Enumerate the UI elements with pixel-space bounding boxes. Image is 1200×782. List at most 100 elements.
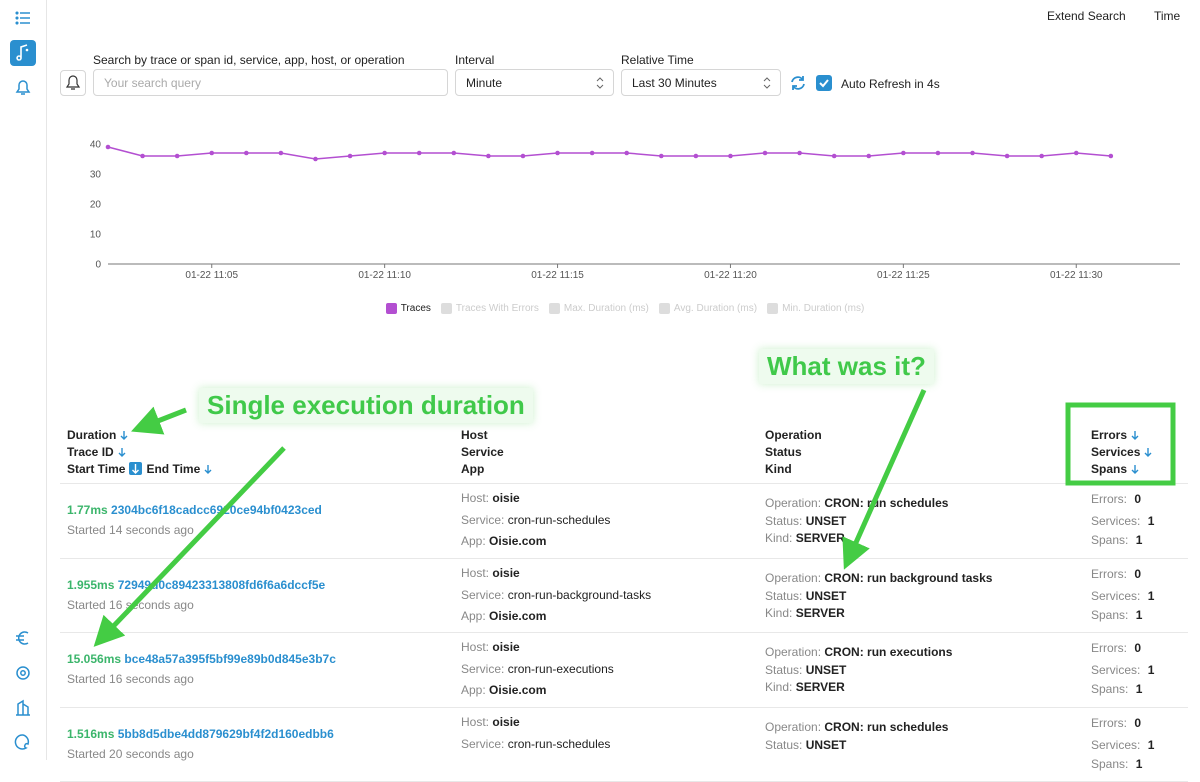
refresh-button[interactable] [789, 74, 807, 92]
data-point [105, 144, 111, 150]
header-trace-id[interactable]: Trace ID [67, 445, 114, 459]
traces-icon[interactable] [10, 40, 36, 66]
y-tick-label: 30 [90, 170, 102, 181]
header-errors[interactable]: Errors [1091, 428, 1128, 442]
legend-label: Avg. Duration (ms) [673, 303, 758, 314]
data-point [174, 153, 180, 159]
header-duration[interactable]: Duration [67, 428, 117, 442]
interval-select[interactable]: Minute [455, 69, 614, 96]
x-tick-label: 01-22 11:15 [531, 270, 584, 281]
status-field: Status: UNSET [765, 589, 846, 603]
field-value: 0 [1134, 492, 1142, 506]
field-value: CRON: run schedules [824, 719, 949, 734]
legend-item[interactable]: Traces [385, 303, 431, 314]
relative-time-label: Relative Time [621, 53, 694, 67]
field-label: Status: [765, 737, 803, 752]
trace-link[interactable]: 1.77ms 2304bc6f18cadcc6920ce94bf0423ced [67, 503, 322, 517]
errors-field: Errors: 0 [1091, 567, 1141, 581]
field-label: Kind: [765, 605, 793, 620]
data-point [935, 150, 941, 156]
field-label: Operation: [765, 496, 822, 510]
field-label: Errors: [1091, 715, 1127, 730]
header-service: Service [461, 445, 504, 459]
settings-icon[interactable] [16, 666, 30, 680]
field-label: Operation: [765, 570, 822, 585]
field-label: Services: [1091, 663, 1141, 678]
trace-id: 72949d0c89423313808fd6f6a6dccf5e [117, 577, 326, 592]
header-status: Status [765, 445, 802, 459]
interval-label: Interval [455, 53, 495, 67]
header-spans[interactable]: Spans [1091, 462, 1128, 476]
search-label: Search by trace or span id, service, app… [93, 53, 405, 67]
start-time: Started 14 seconds ago [67, 523, 194, 537]
legend-item[interactable]: Min. Duration (ms) [767, 303, 864, 314]
trace-link[interactable]: 1.516ms 5bb8d5dbe4dd879629bf4f2d160edbb6 [67, 727, 334, 741]
field-label: Operation: [765, 645, 822, 660]
field-value: CRON: run schedules [824, 496, 949, 510]
trace-id: 2304bc6f18cadcc6920ce94bf0423ced [111, 503, 322, 517]
theme-icon[interactable] [14, 734, 30, 750]
x-tick-label: 01-22 11:20 [704, 270, 757, 281]
field-label: Services: [1091, 737, 1141, 752]
start-time: Started 20 seconds ago [67, 746, 194, 761]
arrow [842, 388, 927, 570]
app-field: App: Oisie.com [461, 609, 546, 623]
trace-link[interactable]: 15.056ms bce48a57a395f5bf99e89b0d845e3b7… [67, 652, 336, 666]
errors-field: Errors: 0 [1091, 716, 1141, 730]
legend-label: Max. Duration (ms) [563, 303, 649, 314]
header-col-4: Errors Services Spans [1091, 427, 1153, 478]
data-point [589, 150, 595, 156]
row-divider [60, 706, 1188, 708]
duration: 1.516ms [67, 726, 115, 741]
search-input[interactable]: Your search query [93, 69, 448, 96]
host-field: Host: oisie [461, 491, 520, 505]
x-tick-label: 01-22 11:10 [358, 270, 411, 281]
auto-refresh-checkbox[interactable] [816, 75, 832, 91]
header-end-time[interactable]: End Time [146, 462, 201, 476]
relative-time-select[interactable]: Last 30 Minutes [621, 69, 781, 96]
spans-field: Spans: 1 [1091, 682, 1142, 696]
field-label: Service: [461, 513, 505, 527]
time-button[interactable]: Time [1154, 9, 1181, 23]
header-services[interactable]: Services [1091, 445, 1141, 459]
header-kind: Kind [765, 462, 792, 476]
field-value: 1 [1135, 682, 1143, 697]
checkbox-check [819, 79, 829, 88]
data-point [209, 150, 215, 156]
org-icon[interactable] [16, 699, 30, 716]
auto-refresh-label: Auto Refresh in 4s [841, 77, 940, 91]
alerts-icon[interactable] [15, 80, 31, 95]
legend-item[interactable]: Traces With Errors [440, 303, 539, 314]
field-label: App: [461, 683, 486, 698]
start-time: Started 16 seconds ago [67, 597, 194, 612]
services-field: Services: 1 [1091, 514, 1154, 528]
field-value: CRON: run background tasks [824, 570, 993, 585]
menu-icon[interactable] [15, 11, 30, 25]
y-tick-label: 0 [95, 260, 101, 271]
host-field: Host: oisie [461, 640, 520, 654]
alert-button[interactable] [60, 70, 86, 96]
data-point [555, 150, 560, 156]
data-point [866, 153, 872, 159]
data-point [347, 153, 353, 159]
legend-item[interactable]: Avg. Duration (ms) [658, 303, 758, 314]
field-value: 0 [1134, 566, 1142, 581]
billing-icon[interactable] [16, 631, 29, 645]
data-point [244, 150, 249, 156]
extend-search[interactable]: Extend Search [1047, 9, 1126, 23]
legend-swatch [658, 303, 670, 314]
field-label: Service: [461, 662, 505, 677]
field-label: Kind: [765, 531, 793, 545]
field-value: SERVER [795, 605, 845, 620]
x-tick-label: 01-22 11:30 [1050, 270, 1103, 281]
legend-item[interactable]: Max. Duration (ms) [548, 303, 649, 314]
data-point [970, 150, 975, 156]
y-tick-label: 40 [90, 140, 102, 151]
field-label: App: [461, 608, 486, 623]
trace-link[interactable]: 1.955ms 72949d0c89423313808fd6f6a6dccf5e [67, 578, 325, 592]
field-label: Services: [1091, 588, 1141, 603]
spans-field: Spans: 1 [1091, 608, 1142, 622]
field-value: cron-run-schedules [507, 736, 611, 751]
data-point [1073, 150, 1079, 156]
header-start-time[interactable]: Start Time [67, 462, 126, 476]
